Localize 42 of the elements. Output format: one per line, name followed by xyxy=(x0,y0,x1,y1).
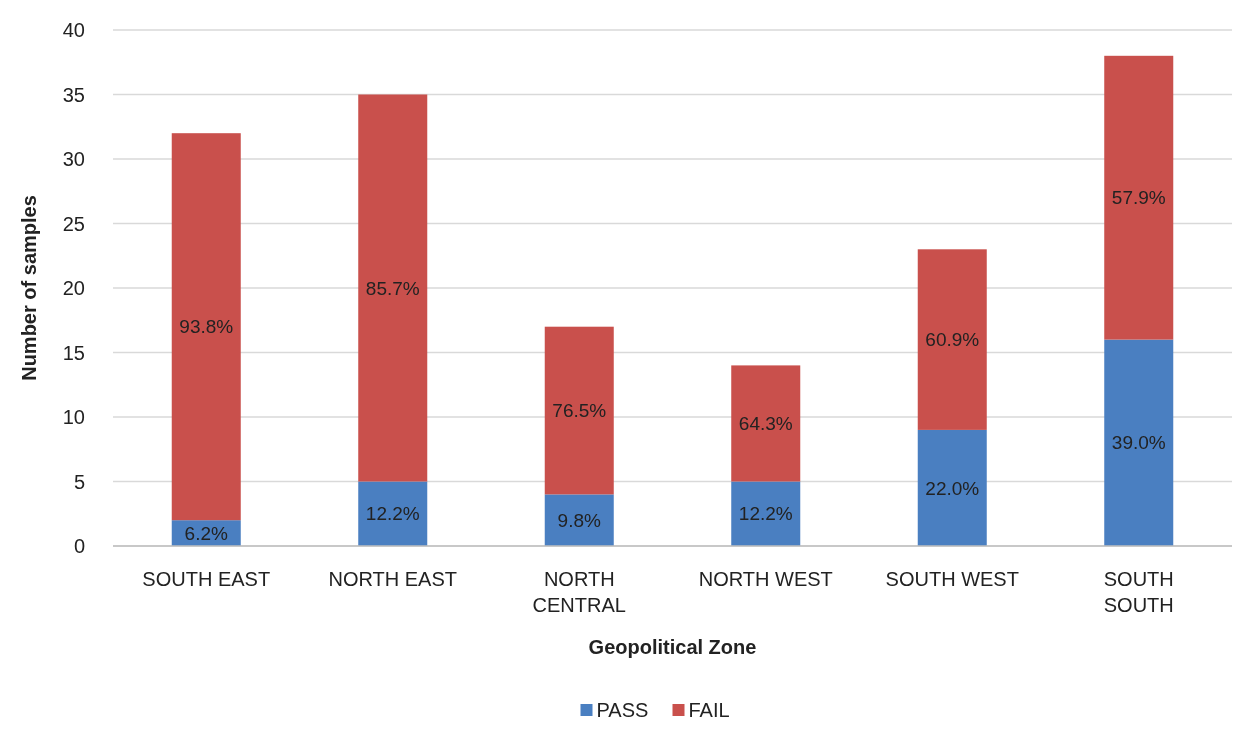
y-tick-label: 0 xyxy=(73,535,85,557)
bar xyxy=(171,133,241,521)
bar xyxy=(917,429,987,546)
annotation: 12.2% xyxy=(365,503,420,525)
annotation: 22.0% xyxy=(925,477,980,499)
bar xyxy=(731,365,801,482)
annotation: 85.7% xyxy=(365,277,420,299)
bar xyxy=(731,481,801,546)
x-tick-label: NORTH WEST xyxy=(698,568,833,590)
annotation: 6.2% xyxy=(184,522,229,544)
legend-label: FAIL xyxy=(688,699,730,721)
bar xyxy=(358,481,428,546)
y-tick-label: 25 xyxy=(62,212,85,235)
bar xyxy=(917,249,987,430)
annotation: 9.8% xyxy=(557,509,602,531)
bar xyxy=(358,94,428,482)
y-tick-label: 5 xyxy=(73,470,85,493)
annotation: 64.3% xyxy=(738,413,793,435)
y-tick-label: 10 xyxy=(62,406,85,428)
legend-label: PASS xyxy=(596,699,649,721)
y-tick-label: 15 xyxy=(62,341,85,364)
y-tick-label: 20 xyxy=(62,277,85,299)
annotation: 12.2% xyxy=(738,503,793,525)
y-axis-title: Number of samples xyxy=(18,195,40,381)
x-axis-title: Geopolitical Zone xyxy=(588,636,757,658)
x-tick-label: NORTH EAST xyxy=(328,568,458,590)
annotation: 57.9% xyxy=(1111,187,1166,209)
annotation: 60.9% xyxy=(925,329,980,351)
y-tick-label: 30 xyxy=(62,148,85,170)
bar xyxy=(1104,339,1174,546)
y-tick-label: 35 xyxy=(62,83,85,106)
annotation: 76.5% xyxy=(552,400,607,422)
annotation: 39.0% xyxy=(1111,432,1166,454)
bar xyxy=(544,494,614,546)
bar xyxy=(1104,55,1174,340)
annotation: 93.8% xyxy=(179,316,234,338)
bar xyxy=(544,326,614,495)
y-tick-label: 40 xyxy=(62,19,85,41)
x-tick-label: NORTH CENTRAL xyxy=(532,568,626,616)
x-tick-label: SOUTH SOUTH xyxy=(1103,568,1174,616)
x-tick-label: SOUTH WEST xyxy=(885,568,1019,590)
x-tick-label: SOUTH EAST xyxy=(142,568,271,590)
